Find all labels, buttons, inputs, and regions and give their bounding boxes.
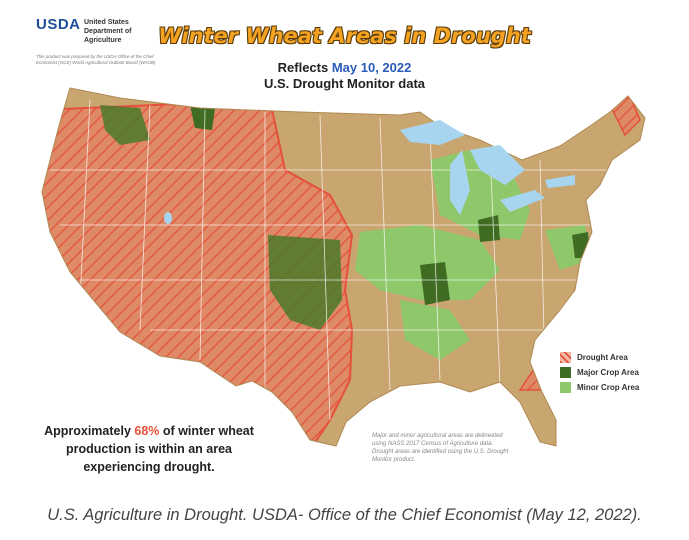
caption: U.S. Agriculture in Drought. USDA- Offic… xyxy=(47,506,642,524)
salt-lake xyxy=(164,212,172,224)
legend-swatch xyxy=(560,352,571,363)
callout-text: of winter wheat production is within an … xyxy=(66,424,254,474)
agency-logo: USDA xyxy=(36,16,81,33)
subtitle-source: U.S. Drought Monitor data xyxy=(263,76,426,91)
legend-item: Drought Area xyxy=(560,350,639,365)
agency-line: Agriculture xyxy=(84,37,122,44)
title: Winter Wheat Areas in Drought xyxy=(158,24,531,48)
prepared-note: This product was prepared by the USDA Of… xyxy=(36,54,156,65)
major-crop xyxy=(100,105,150,145)
agency-line: United States xyxy=(84,19,129,26)
legend: Drought Area Major Crop Area Minor Crop … xyxy=(560,350,639,395)
callout-percent: 68% xyxy=(134,424,160,438)
legend-item: Major Crop Area xyxy=(560,365,639,380)
callout: Approximately 68% of winter wheat produc… xyxy=(36,422,262,476)
footnote: Major and minor agricultural areas are d… xyxy=(372,433,509,463)
major-crop xyxy=(190,105,215,130)
agency-line: Department of xyxy=(84,28,132,35)
subtitle: Reflects May 10, 2022 xyxy=(0,60,689,75)
legend-label: Major Crop Area xyxy=(577,368,639,377)
legend-label: Minor Crop Area xyxy=(577,383,640,392)
great-lakes xyxy=(400,120,575,215)
subtitle-prefix: Reflects xyxy=(277,60,329,75)
subtitle-date: May 10, 2022 xyxy=(331,60,412,75)
major-crop xyxy=(478,215,500,242)
map xyxy=(41,87,646,447)
legend-swatch xyxy=(560,367,571,378)
legend-item: Minor Crop Area xyxy=(560,380,639,395)
state-lines xyxy=(50,99,620,421)
callout-text: Approximately xyxy=(44,424,131,438)
minor-crop xyxy=(355,225,500,300)
major-crop xyxy=(420,262,450,305)
legend-swatch xyxy=(560,382,571,393)
major-crop xyxy=(268,235,342,330)
agency-name: United States Department of Agriculture xyxy=(84,18,131,45)
legend-label: Drought Area xyxy=(577,353,628,362)
